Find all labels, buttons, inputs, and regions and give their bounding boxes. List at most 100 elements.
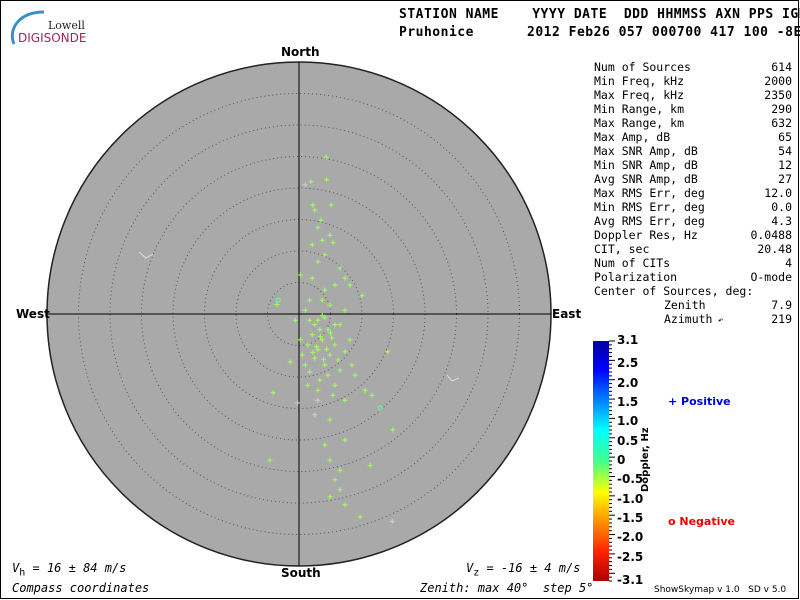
stat-label: Max Freq, kHz — [594, 88, 685, 102]
source-point-positive — [342, 397, 348, 403]
source-point-positive — [322, 287, 328, 293]
source-point-positive — [349, 362, 355, 368]
source-point-positive — [337, 367, 343, 373]
source-point-positive — [335, 357, 341, 363]
center-zenith-row: Zenith 7.9 — [594, 298, 792, 312]
center-zenith-value: 7.9 — [771, 298, 792, 312]
stat-label: Min Range, km — [594, 102, 685, 116]
source-point-positive — [337, 487, 343, 493]
vz-sub: z — [473, 567, 480, 579]
stat-label: Polarization — [594, 270, 678, 284]
circle-icon: o — [668, 515, 680, 528]
stat-label: Max RMS Err, deg — [594, 186, 705, 200]
plus-icon: + — [668, 395, 682, 408]
vz-symbol: V — [466, 561, 474, 575]
source-point-positive — [310, 202, 316, 208]
source-point-positive — [322, 362, 328, 368]
zenith-info: Zenith: max 40° step 5° — [420, 581, 594, 595]
source-point-positive — [337, 322, 343, 328]
center-azimuth-label: Azimuth — [664, 312, 713, 326]
source-point-positive — [342, 437, 348, 443]
source-point-positive — [302, 362, 308, 368]
source-point-positive — [322, 315, 328, 321]
source-point-positive — [329, 335, 335, 341]
source-point-positive — [330, 240, 336, 246]
stat-value: O-mode — [750, 270, 792, 284]
source-point-positive — [352, 372, 358, 378]
stat-row: Max Range, km 632 — [594, 116, 792, 130]
stat-value: 2350 — [764, 88, 792, 102]
source-point-positive — [318, 217, 324, 223]
source-point-positive — [362, 387, 368, 393]
stat-value: 4 — [785, 256, 792, 270]
stat-row: Min SNR Amp, dB 12 — [594, 158, 792, 172]
version-info: ShowSkymap v 1.0 SD v 5.0 — [654, 585, 787, 595]
source-point-positive — [357, 514, 363, 520]
direction-west: West — [16, 307, 50, 321]
source-point-positive — [309, 242, 315, 248]
stat-label: Max Range, km — [594, 116, 685, 130]
colorbar-gradient — [593, 341, 609, 581]
stat-value: 20.48 — [757, 242, 792, 256]
logo-text-lowell: Lowell — [48, 19, 85, 32]
source-point-positive — [314, 344, 320, 350]
source-point-positive — [319, 297, 325, 303]
stat-value: 65 — [778, 130, 792, 144]
legend-positive-label: Positive — [681, 395, 731, 408]
stat-row: Max RMS Err, deg 12.0 — [594, 186, 792, 200]
source-point-positive — [325, 327, 331, 333]
source-point-positive — [327, 494, 333, 500]
source-point-positive — [342, 307, 348, 313]
source-point-positive — [297, 337, 303, 343]
source-point-positive — [342, 502, 348, 508]
source-point-positive — [327, 417, 333, 423]
source-point-positive — [309, 275, 315, 281]
logo-text-digisonde: DIGISONDE — [18, 31, 87, 45]
source-point-negative — [275, 297, 281, 303]
source-point-positive — [324, 346, 330, 352]
stat-label: Num of CITs — [594, 256, 671, 270]
stat-row: Max Amp, dB 65 — [594, 130, 792, 144]
source-point-positive — [315, 317, 321, 323]
direction-east: East — [552, 307, 582, 321]
stat-label: Avg RMS Err, deg — [594, 214, 705, 228]
stat-value: 2000 — [764, 74, 792, 88]
center-azimuth-row: Azimuth ↶ 219 — [594, 312, 792, 326]
stat-row: Min Freq, kHz 2000 — [594, 74, 792, 88]
source-point-positive — [385, 349, 391, 355]
header-values: 2012 Feb26 057 000700 417 100 -8E — [527, 25, 800, 40]
source-point-positive — [317, 377, 323, 383]
stat-label: Doppler Res, Hz — [594, 228, 698, 242]
source-point-positive — [367, 462, 373, 468]
source-point-positive — [270, 390, 276, 396]
source-point-positive — [312, 355, 318, 361]
station-name: Pruhonice — [399, 25, 474, 40]
stat-value: 4.3 — [771, 214, 792, 228]
source-point-positive — [332, 477, 338, 483]
source-point-positive — [347, 282, 353, 288]
source-point-positive — [312, 322, 318, 328]
coords-label: Compass coordinates — [12, 581, 150, 595]
source-point-positive — [325, 372, 331, 378]
source-point-positive — [312, 207, 318, 213]
source-point-positive — [342, 275, 348, 281]
stat-row: Avg SNR Amp, dB 27 — [594, 172, 792, 186]
stat-value: 0.0 — [771, 200, 792, 214]
source-point-positive — [267, 457, 273, 463]
stat-row: Polarization O-mode — [594, 270, 792, 284]
header-labels: STATION NAME YYYY DATE DDD HHMMSS AXN PP… — [399, 7, 800, 22]
colorbar-tick-label: 0.5 — [617, 433, 639, 448]
stat-row: Max SNR Amp, dB 54 — [594, 144, 792, 158]
source-point-positive — [274, 302, 280, 308]
source-point-positive — [307, 369, 313, 375]
stat-value: 0.0488 — [750, 228, 792, 242]
vh-sub: h — [19, 567, 26, 579]
logo-arc-icon — [11, 10, 45, 45]
vh-value: = 16 ± 84 m/s — [25, 561, 127, 575]
colorbar-tick-label: -2.0 — [617, 530, 644, 545]
source-point-positive — [319, 237, 325, 243]
source-point-positive — [305, 382, 311, 388]
source-point-positive — [315, 387, 321, 393]
source-point-positive — [292, 317, 298, 323]
stat-label: Max SNR Amp, dB — [594, 144, 698, 158]
